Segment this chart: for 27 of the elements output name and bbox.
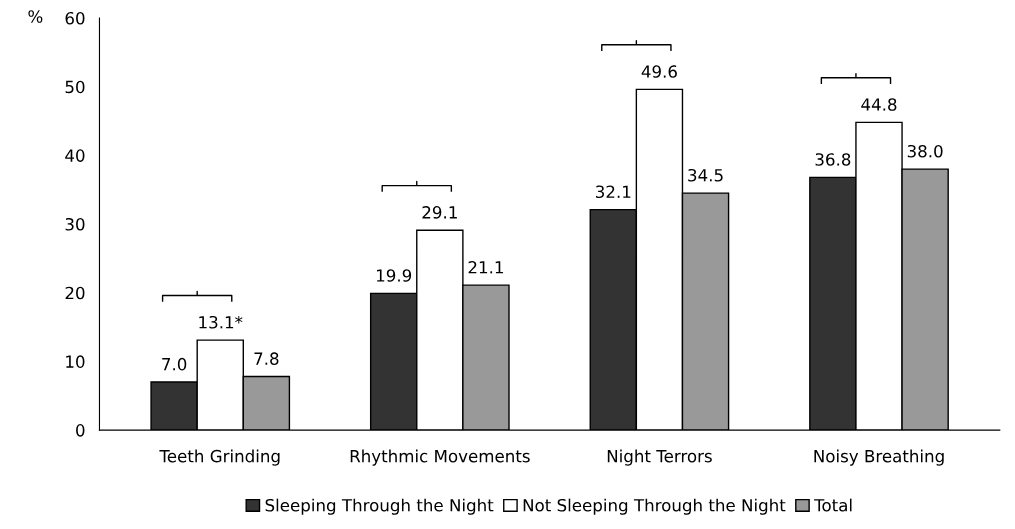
x-tick-label: Rhythmic Movements: [350, 449, 530, 466]
legend-label: Total: [814, 498, 852, 512]
data-label: 34.5: [688, 168, 723, 182]
data-label: 7.8: [254, 352, 279, 365]
y-tick-label: 10: [66, 355, 85, 368]
data-label: 13.1*: [199, 315, 243, 329]
data-label: 38.0: [907, 144, 943, 158]
y-tick-label: 40: [65, 149, 85, 162]
legend-label: Sleeping Through the Night: [265, 498, 494, 515]
data-label: 49.6: [641, 65, 677, 78]
y-axis-title: %: [28, 10, 43, 23]
data-label: 29.1: [422, 206, 457, 219]
y-tick-label: 50: [65, 80, 85, 94]
y-tick-label: 0: [76, 424, 85, 437]
data-label: 32.1: [596, 185, 631, 199]
data-label: 44.8: [861, 98, 897, 111]
y-tick-label: 60: [65, 11, 85, 25]
y-tick-label: 20: [65, 286, 85, 300]
x-tick-label: Teeth Grinding: [159, 449, 280, 466]
x-tick-label: Night Terrors: [607, 449, 712, 466]
y-tick-label: 30: [65, 217, 85, 231]
data-label: 19.9: [376, 269, 412, 282]
legend-label: Not Sleeping Through the Night: [523, 498, 786, 515]
data-label: 36.8: [815, 153, 851, 166]
x-tick-label: Noisy Breathing: [814, 449, 944, 466]
data-label: 21.1: [468, 260, 503, 274]
data-label: 7.0: [162, 357, 187, 371]
